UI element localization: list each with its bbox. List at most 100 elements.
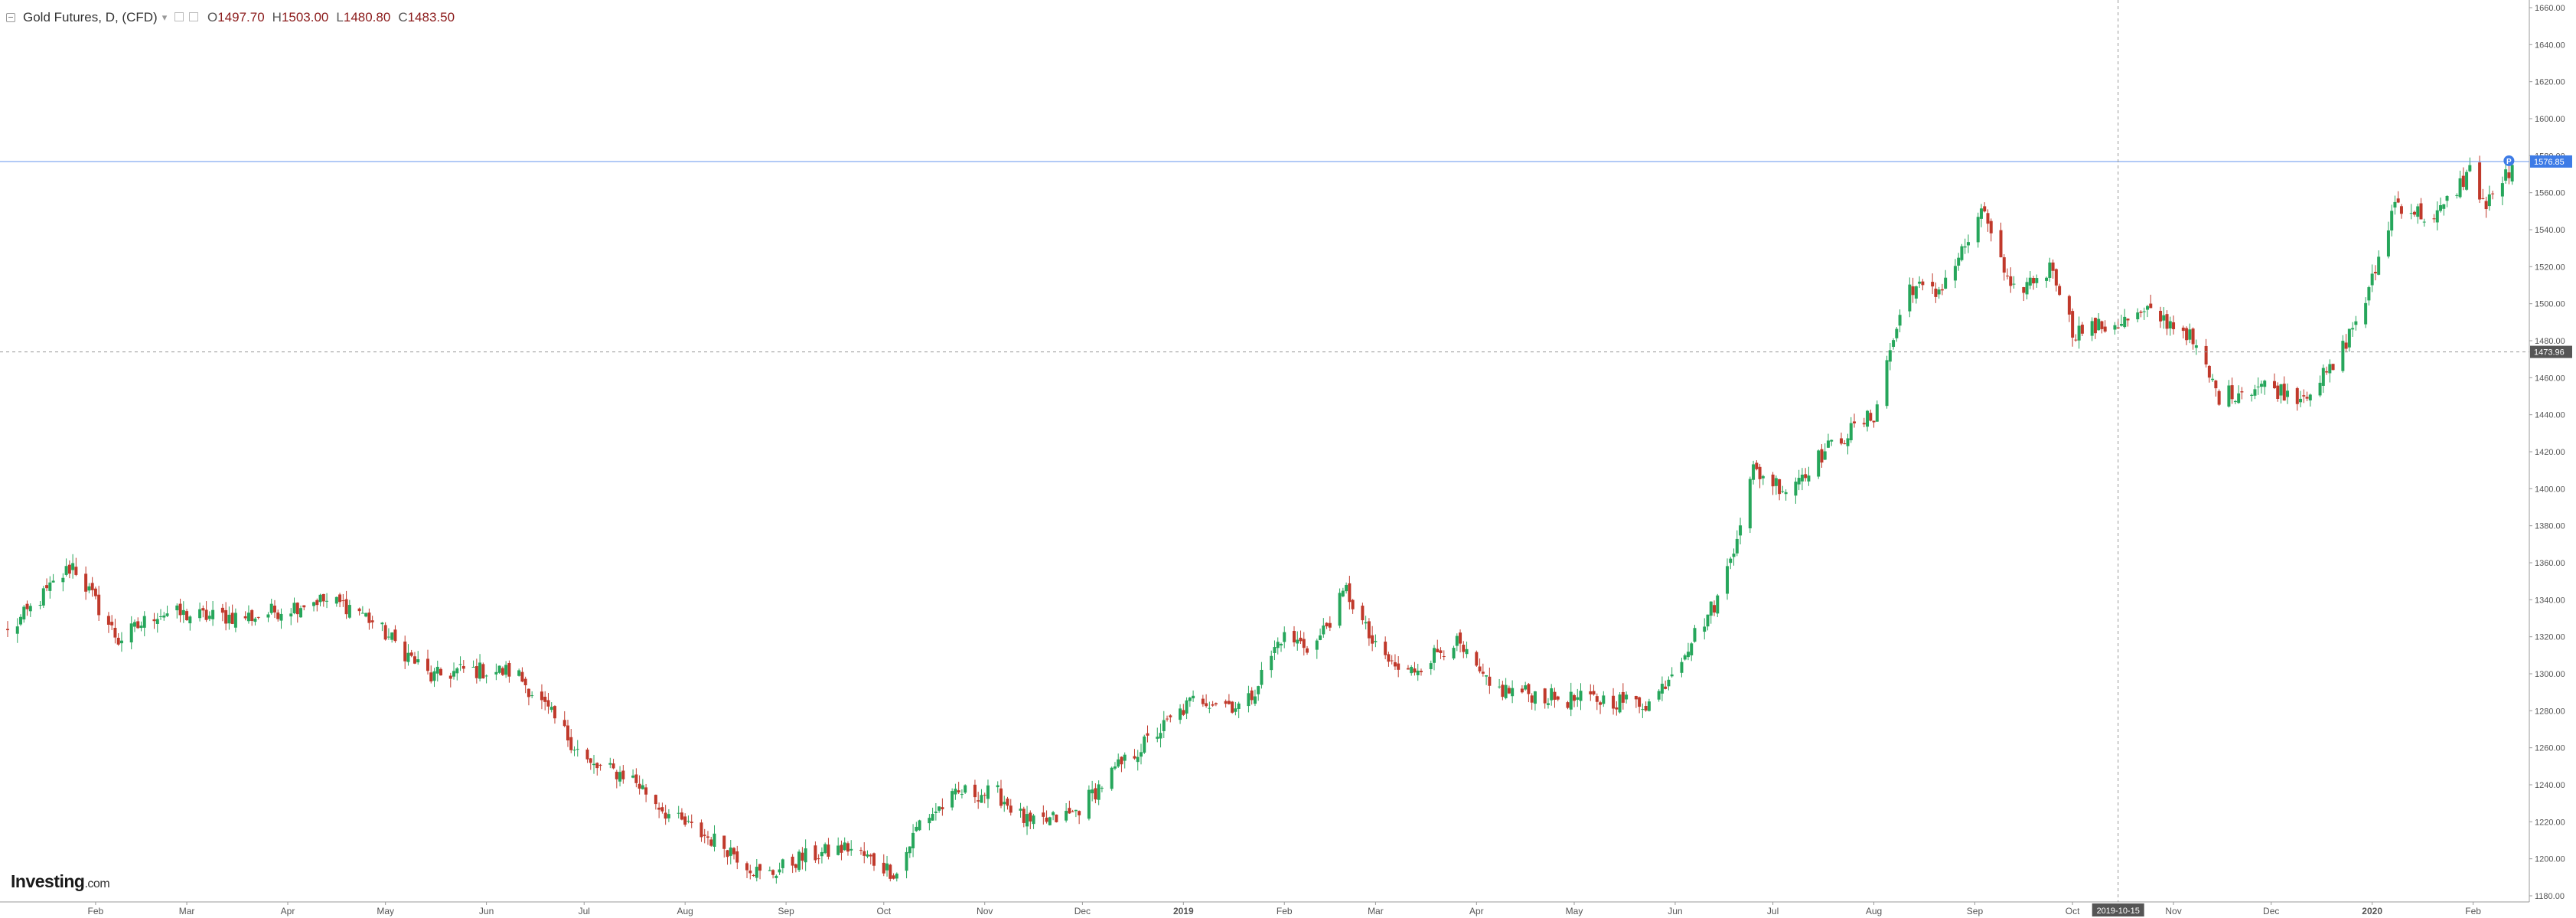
- candle: [1162, 711, 1166, 738]
- candle: [1068, 800, 1071, 814]
- candle: [113, 619, 117, 644]
- candle: [1807, 466, 1811, 486]
- candle: [1921, 279, 1925, 291]
- candle: [129, 616, 133, 650]
- candle: [318, 593, 322, 606]
- candle: [2308, 394, 2312, 407]
- candle: [1501, 681, 1505, 701]
- candle: [745, 861, 749, 878]
- candle: [2009, 267, 2013, 293]
- candle: [1341, 587, 1345, 598]
- candle: [1963, 238, 1967, 254]
- candle: [1660, 676, 1664, 701]
- candle: [585, 747, 589, 763]
- candle: [1895, 327, 1899, 342]
- candle: [1179, 704, 1182, 724]
- candle: [429, 665, 433, 684]
- candle: [1390, 655, 1394, 665]
- x-tick-label: Jun: [1668, 906, 1682, 916]
- candle: [178, 598, 182, 622]
- candle: [2025, 277, 2029, 299]
- candle: [2139, 310, 2143, 318]
- candle: [2396, 191, 2400, 204]
- candle: [846, 841, 849, 856]
- candle: [1999, 222, 2003, 258]
- event-icon[interactable]: [2503, 155, 2515, 166]
- candle: [1758, 463, 1762, 488]
- candle: [937, 806, 941, 813]
- candle: [781, 858, 784, 874]
- candle: [2097, 312, 2101, 331]
- candle: [615, 769, 618, 789]
- candle: [409, 649, 413, 658]
- candle: [2377, 250, 2381, 276]
- candle: [1849, 417, 1853, 443]
- candle: [2263, 379, 2267, 395]
- candle: [1485, 675, 1489, 685]
- candle: [1205, 694, 1208, 708]
- candle: [1931, 273, 1935, 295]
- candle: [507, 660, 511, 683]
- candle: [1139, 743, 1143, 765]
- candle: [484, 674, 488, 684]
- candle: [589, 757, 592, 770]
- candle: [980, 789, 983, 803]
- candle: [1638, 696, 1642, 714]
- candle: [1914, 285, 1918, 304]
- candle: [162, 612, 166, 621]
- candle: [1156, 727, 1159, 743]
- candle: [1201, 694, 1205, 707]
- candle: [2354, 315, 2358, 331]
- candle: [2191, 327, 2195, 350]
- candle: [84, 566, 88, 600]
- candle: [185, 609, 189, 622]
- x-tick-label: Feb: [1277, 906, 1293, 916]
- candle: [2002, 253, 2006, 281]
- settings-icon[interactable]: [188, 12, 198, 21]
- x-tick-label: Aug: [1866, 906, 1882, 916]
- chart-legend: Gold Futures, D, (CFD) ▾ O1497.70 H1503.…: [6, 8, 455, 28]
- visibility-toggle-icon[interactable]: [174, 12, 184, 21]
- candle: [1830, 439, 1834, 446]
- candle: [1680, 658, 1684, 678]
- x-tick-label: Apr: [281, 906, 295, 916]
- candle: [38, 600, 42, 609]
- candle: [1250, 687, 1254, 705]
- candle: [1439, 647, 1443, 659]
- candle: [1983, 202, 1987, 213]
- candle: [1670, 667, 1674, 678]
- candle: [2435, 201, 2439, 230]
- candle: [1621, 683, 1625, 710]
- candle: [1761, 475, 1765, 485]
- candle: [2051, 259, 2055, 279]
- y-tick-label: 1460.00: [2535, 374, 2565, 383]
- candle: [139, 621, 143, 632]
- candle: [334, 596, 338, 607]
- crosshair-price-label: 1473.96: [2534, 348, 2565, 358]
- candle: [1524, 681, 1528, 691]
- candle: [1117, 753, 1120, 768]
- candle: [1641, 703, 1645, 718]
- open-label: O: [207, 10, 218, 25]
- candle: [2344, 334, 2348, 353]
- candle: [1074, 809, 1078, 818]
- candle: [1211, 701, 1215, 707]
- candle: [706, 831, 709, 845]
- candle: [367, 608, 371, 630]
- candle: [1406, 665, 1410, 670]
- candle: [1989, 218, 1993, 242]
- candle: [1892, 338, 1896, 350]
- candle: [1612, 688, 1616, 715]
- candle: [41, 586, 45, 608]
- legend-collapse-button[interactable]: [6, 13, 15, 22]
- candle: [2321, 364, 2325, 394]
- symbol-menu-icon[interactable]: ▾: [161, 11, 168, 23]
- candle: [911, 824, 915, 858]
- candle: [869, 853, 872, 864]
- investing-logo: Investing.com: [11, 871, 110, 892]
- candle: [778, 862, 781, 875]
- candle: [2185, 326, 2189, 345]
- x-tick-label: Nov: [2165, 906, 2181, 916]
- candle: [432, 668, 436, 688]
